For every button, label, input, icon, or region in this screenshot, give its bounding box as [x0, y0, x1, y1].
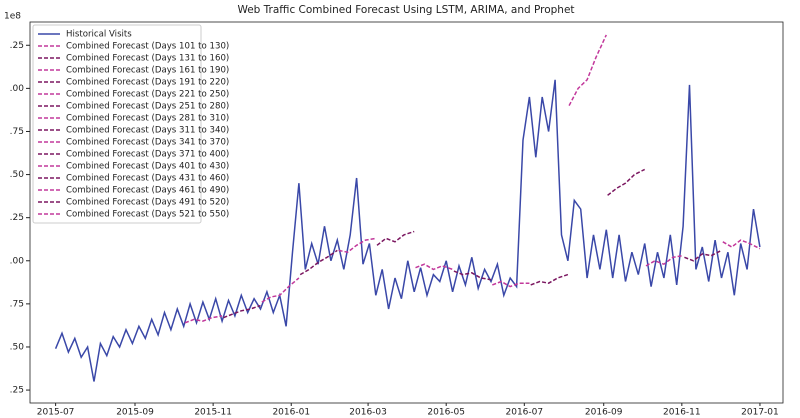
forecast-line [184, 315, 223, 324]
forecast-line [299, 249, 338, 276]
forecast-line [338, 237, 376, 254]
legend-label: Historical Visits [66, 30, 132, 40]
forecast-line [223, 304, 261, 319]
history-line [54, 79, 761, 382]
legend-label: Combined Forecast (Days 131 to 160) [66, 54, 229, 64]
x-tick-label: 2016-03 [349, 408, 387, 418]
forecast-line [453, 270, 492, 281]
x-tick-label: 2017-01 [741, 408, 779, 418]
legend-label: Combined Forecast (Days 161 to 190) [66, 66, 229, 76]
forecast-line [530, 273, 569, 286]
y-tick-label: .25 [10, 213, 24, 223]
y-tick-label: .75 [10, 127, 24, 137]
forecast-line [261, 277, 300, 303]
legend-box [32, 24, 202, 224]
y-tick-label: .25 [10, 41, 24, 51]
y-tick-label: .25 [10, 386, 24, 396]
x-tick-label: 2015-07 [37, 408, 75, 418]
y-tick-label: .00 [10, 256, 25, 266]
legend-label: Combined Forecast (Days 341 to 370) [66, 138, 229, 148]
legend-label: Combined Forecast (Days 311 to 340) [66, 126, 229, 136]
x-tick-label: 2015-11 [194, 408, 232, 418]
legend-label: Combined Forecast (Days 281 to 310) [66, 114, 229, 124]
y-tick-label: .50 [10, 342, 25, 352]
x-tick-label: 2016-05 [427, 408, 465, 418]
legend-label: Combined Forecast (Days 101 to 130) [66, 42, 229, 52]
legend-label: Combined Forecast (Days 371 to 400) [66, 150, 229, 160]
legend-label: Combined Forecast (Days 191 to 220) [66, 78, 229, 88]
legend-label: Combined Forecast (Days 251 to 280) [66, 102, 229, 112]
forecast-line [568, 34, 607, 106]
forecast-line [684, 249, 722, 262]
forecast-line [376, 230, 415, 246]
y-tick-label: .50 [10, 170, 25, 180]
x-tick-label: 2016-11 [663, 408, 701, 418]
legend-label: Combined Forecast (Days 491 to 520) [66, 198, 229, 208]
legend-label: Combined Forecast (Days 461 to 490) [66, 186, 229, 196]
x-tick-label: 2016-09 [585, 408, 623, 418]
plot-frame [29, 21, 784, 404]
x-tick-label: 2016-01 [272, 408, 310, 418]
forecast-line [415, 263, 453, 271]
forecast-line [492, 280, 530, 288]
chart-title: Web Traffic Combined Forecast Using LSTM… [237, 4, 574, 16]
legend-label: Combined Forecast (Days 401 to 430) [66, 162, 229, 172]
forecast-line [607, 168, 646, 196]
y-offset-label: 1e8 [4, 12, 21, 22]
legend-label: Combined Forecast (Days 221 to 250) [66, 90, 229, 100]
forecast-line [645, 254, 684, 267]
x-tick-label: 2015-09 [116, 408, 154, 418]
forecast-line [722, 239, 761, 250]
legend-label: Combined Forecast (Days 431 to 460) [66, 174, 229, 184]
legend: Historical Visits Combined Forecast (Days… [32, 24, 229, 224]
x-tick-label: 2016-07 [506, 408, 544, 418]
legend-label: Combined Forecast (Days 521 to 550) [66, 210, 229, 220]
y-tick-label: .75 [10, 299, 24, 309]
y-tick-label: .00 [10, 84, 25, 94]
